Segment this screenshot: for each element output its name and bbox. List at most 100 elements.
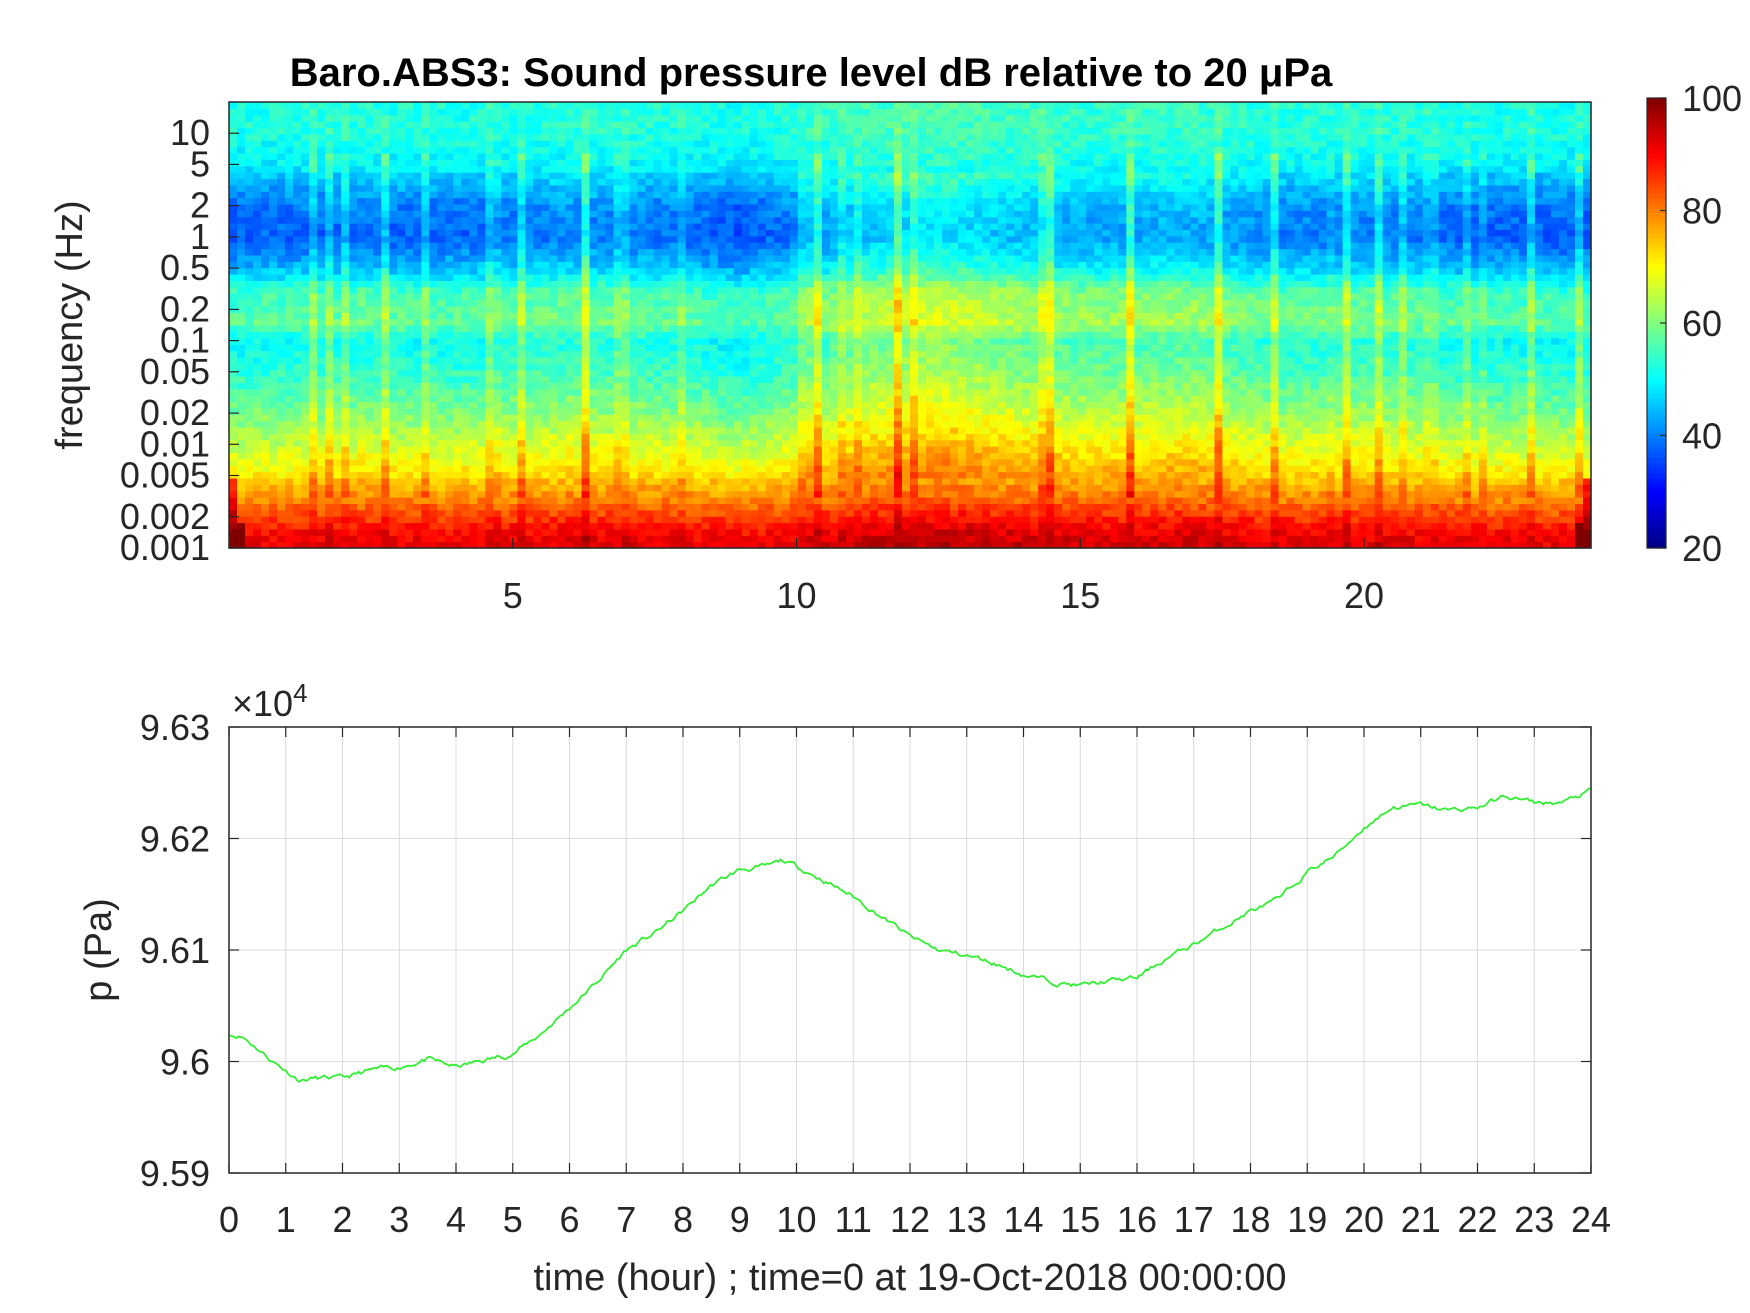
heatmap-cell [517, 344, 527, 352]
heatmap-cell [285, 229, 294, 237]
heatmap-cell [565, 210, 575, 218]
heatmap-cell [749, 363, 759, 371]
heatmap-cell [613, 471, 623, 479]
heatmap-cell [293, 229, 302, 237]
heatmap-cell [581, 159, 591, 167]
heatmap-cell [757, 108, 767, 116]
heatmap-cell [533, 363, 543, 371]
heatmap-cell [565, 165, 575, 173]
heatmap-cell [789, 197, 799, 205]
heatmap-cell [261, 331, 270, 339]
heatmap-cell [293, 159, 302, 167]
heatmap-cell [693, 286, 703, 294]
heatmap-cell [717, 497, 727, 504]
heatmap-cell [285, 497, 294, 504]
heatmap-cell [597, 331, 607, 339]
heatmap-cell [789, 426, 799, 434]
heatmap-cell [781, 229, 791, 237]
heatmap-cell [597, 293, 607, 301]
heatmap-cell [661, 299, 671, 307]
heatmap-cell [773, 439, 783, 447]
heatmap-cell [397, 210, 406, 218]
heatmap-cell [765, 223, 775, 231]
heatmap-cell [509, 420, 519, 428]
heatmap-cell [709, 452, 719, 460]
heatmap-cell [429, 184, 438, 192]
heatmap-cell [301, 159, 310, 167]
heatmap-cell [789, 165, 799, 173]
heatmap-cell [645, 477, 655, 485]
heatmap-cell [597, 356, 607, 364]
heatmap-cell [589, 216, 599, 224]
heatmap-cell [653, 267, 663, 275]
heatmap-cell [301, 401, 310, 409]
heatmap-cell [469, 261, 478, 269]
heatmap-cell [629, 172, 639, 180]
heatmap-cell [557, 395, 567, 403]
heatmap-cell [269, 172, 278, 180]
heatmap-cell [701, 465, 711, 473]
heatmap-cell [533, 280, 543, 288]
heatmap-cell [757, 331, 767, 339]
heatmap-cell [365, 516, 374, 524]
heatmap-cell [461, 254, 470, 262]
heatmap-cell [461, 114, 470, 122]
heatmap-cell [749, 446, 759, 454]
heatmap-cell [477, 178, 486, 186]
heatmap-cell [597, 305, 607, 313]
heatmap-cell [677, 509, 687, 517]
heatmap-cell [293, 446, 302, 454]
heatmap-cell [701, 439, 711, 447]
heatmap-cell [237, 229, 246, 237]
heatmap-cell [461, 223, 470, 231]
heatmap-cell [437, 420, 446, 428]
heatmap-cell [613, 242, 623, 250]
heatmap-cell [365, 433, 374, 441]
heatmap-cell [477, 254, 486, 262]
heatmap-cell [525, 127, 535, 135]
heatmap-cell [757, 401, 767, 409]
heatmap-cell [661, 210, 671, 218]
heatmap-cell [445, 369, 454, 377]
heatmap-cell [677, 503, 687, 511]
heatmap-cell [645, 522, 655, 530]
heatmap-cell [301, 497, 310, 504]
heatmap-cell [365, 197, 374, 205]
heatmap-cell [253, 108, 262, 116]
heatmap-cell [789, 541, 799, 549]
heatmap-cell [645, 452, 655, 460]
heatmap-cell [701, 210, 711, 218]
heatmap-cell [309, 108, 318, 116]
heatmap-cell [765, 535, 775, 543]
heatmap-cell [469, 350, 478, 358]
heatmap-cell [285, 433, 294, 441]
heatmap-cell [349, 516, 358, 524]
heatmap-cell [717, 331, 727, 339]
heatmap-cell [293, 337, 302, 345]
heatmap-cell [525, 229, 535, 237]
heatmap-cell [349, 280, 358, 288]
heatmap-cell [685, 401, 695, 409]
heatmap-cell [621, 375, 631, 383]
heatmap-cell [685, 216, 695, 224]
heatmap-cell [693, 223, 703, 231]
heatmap-cell [693, 197, 703, 205]
heatmap-cell [533, 395, 543, 403]
heatmap-cell [269, 197, 278, 205]
heatmap-cell [373, 535, 382, 543]
heatmap-cell [637, 235, 647, 243]
heatmap-cell [389, 102, 398, 109]
heatmap-cell [701, 516, 711, 524]
heatmap-cell [365, 242, 374, 250]
heatmap-cell [333, 433, 342, 441]
heatmap-cell [373, 395, 382, 403]
heatmap-cell [317, 433, 326, 441]
heatmap-cell [549, 433, 559, 441]
heatmap-cell [253, 477, 262, 485]
heatmap-cell [389, 197, 398, 205]
heatmap-cell [333, 102, 342, 109]
heatmap-cell [749, 465, 759, 473]
heatmap-cell [301, 356, 310, 364]
heatmap-cell [645, 121, 655, 129]
heatmap-cell [293, 274, 302, 281]
